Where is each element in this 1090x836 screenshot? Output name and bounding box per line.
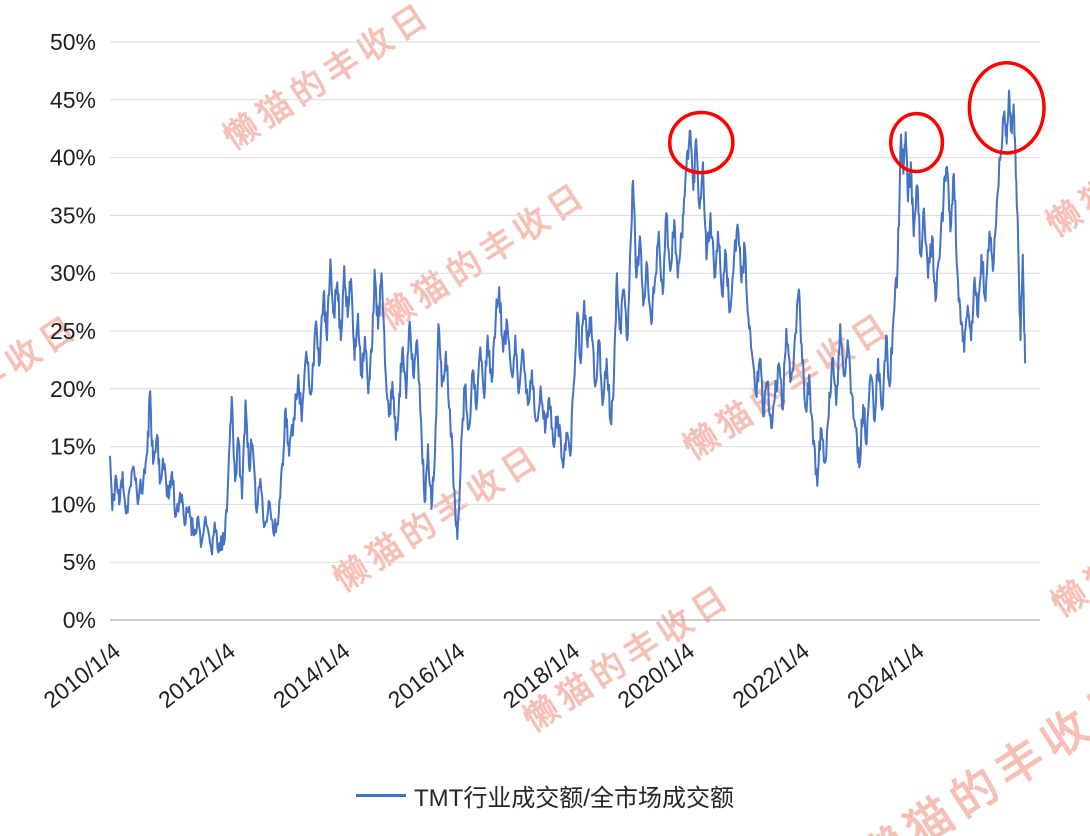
x-tick-label: 2010/1/4 [39, 637, 126, 713]
y-tick-label: 10% [50, 491, 96, 517]
y-tick-label: 5% [63, 549, 96, 575]
x-tick-label: 2016/1/4 [383, 637, 470, 713]
highlight-circle [888, 111, 945, 174]
y-tick-label: 50% [50, 29, 96, 55]
highlight-circle [967, 61, 1046, 155]
y-tick-label: 30% [50, 260, 96, 286]
chart-area: 0% 5% 10% 15% 20% 25% 30% 35% 40% 45% 50% 2010/1/4 2… [39, 29, 1046, 713]
y-tick-label: 0% [63, 607, 96, 633]
x-tick-label: 2012/1/4 [153, 637, 240, 713]
x-tick-label: 2020/1/4 [613, 637, 700, 713]
x-tick-label: 2022/1/4 [727, 637, 814, 713]
y-tick-label: 15% [50, 434, 96, 460]
y-tick-label: 20% [50, 376, 96, 402]
legend-line-swatch [356, 794, 406, 797]
legend-label: TMT行业成交额/全市场成交额 [414, 785, 734, 812]
y-tick-label: 40% [50, 145, 96, 171]
tmt-turnover-line-chart: 0% 5% 10% 15% 20% 25% 30% 35% 40% 45% 50% 2010/1/4 2… [39, 29, 1046, 713]
y-tick-label: 25% [50, 318, 96, 344]
x-tick-label: 2024/1/4 [842, 637, 929, 713]
chart-legend: TMT行业成交额/全市场成交额 [0, 778, 1090, 813]
y-tick-label: 35% [50, 202, 96, 228]
series-line [109, 89, 1027, 556]
y-tick-label: 45% [50, 87, 96, 113]
highlight-circle [667, 110, 735, 175]
x-tick-label: 2014/1/4 [268, 637, 355, 713]
x-tick-label: 2018/1/4 [498, 637, 585, 713]
